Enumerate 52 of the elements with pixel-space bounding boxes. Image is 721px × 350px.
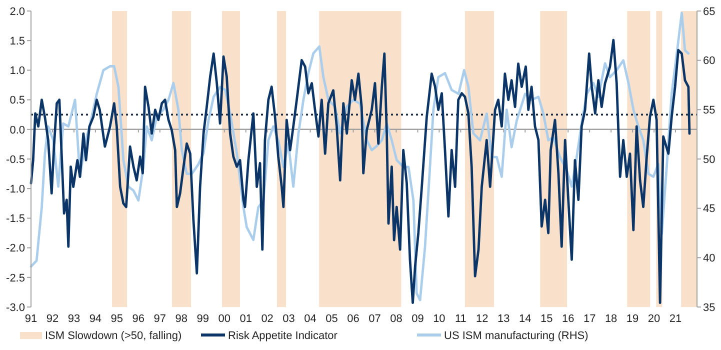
y-tick-label: 0.0	[10, 124, 25, 136]
legend-label: ISM Slowdown (>50, falling)	[45, 330, 182, 342]
y2-tick-label: 40	[703, 252, 716, 265]
x-tick-label: 13	[498, 313, 510, 325]
y-tick-label: -3.0	[6, 302, 25, 314]
legend-label: US ISM manufacturing (RHS)	[444, 330, 588, 342]
x-tick-label: 94	[89, 313, 102, 325]
y2-tick-label: 35	[703, 302, 716, 314]
x-tick-label: 02	[261, 313, 274, 325]
x-tick-label: 21	[669, 313, 682, 325]
y2-tick-label: 60	[703, 55, 716, 68]
y2-tick-label: 65	[703, 6, 716, 18]
x-tick-label: 09	[412, 313, 424, 325]
x-tick-label: 95	[110, 313, 124, 325]
y-tick-label: 1.0	[10, 65, 25, 78]
y-tick-label: -1.0	[6, 183, 25, 196]
x-tick-label: 97	[154, 313, 166, 325]
x-tick-label: 91	[24, 313, 38, 325]
x-tick-label: 10	[433, 313, 446, 325]
x-tick-label: 93	[68, 313, 80, 325]
x-tick-label: 00	[218, 313, 230, 325]
x-tick-label: 08	[390, 313, 402, 325]
y2-tick-label: 45	[703, 203, 716, 216]
x-tick-label: 96	[132, 313, 145, 325]
x-tick-label: 11	[454, 313, 466, 325]
y-tick-label: -0.5	[6, 154, 25, 166]
x-tick-label: 05	[326, 313, 338, 325]
x-tick-label: 18	[604, 313, 618, 325]
x-tick-label: 20	[648, 313, 660, 325]
y-tick-label: 1.5	[10, 35, 25, 48]
x-tick-label: 17	[583, 313, 596, 325]
x-tick-label: 19	[626, 313, 639, 325]
x-tick-label: 16	[562, 313, 574, 325]
x-tick-label: 03	[282, 313, 295, 325]
y-tick-label: -2.5	[6, 272, 25, 284]
x-tick-label: 06	[347, 313, 360, 325]
y2-tick-label: 50	[703, 154, 716, 166]
x-tick-label: 98	[175, 313, 188, 325]
x-tick-label: 01	[240, 313, 252, 325]
y-tick-label: -2.0	[6, 242, 25, 255]
x-tick-label: 07	[368, 313, 381, 325]
x-tick-label: 12	[476, 313, 488, 325]
x-tick-label: 99	[196, 313, 209, 325]
x-tick-label: 92	[46, 313, 59, 325]
y2-tick-label: 55	[703, 104, 716, 117]
y-tick-label: -1.5	[6, 213, 25, 226]
legend-label: Risk Appetite Indicator	[228, 330, 338, 342]
y-tick-label: 0.5	[10, 94, 25, 107]
y-tick-label: 2.0	[10, 6, 25, 18]
x-tick-label: 04	[304, 313, 316, 325]
x-tick-label: 15	[540, 313, 553, 325]
x-tick-label: 14	[519, 313, 532, 325]
